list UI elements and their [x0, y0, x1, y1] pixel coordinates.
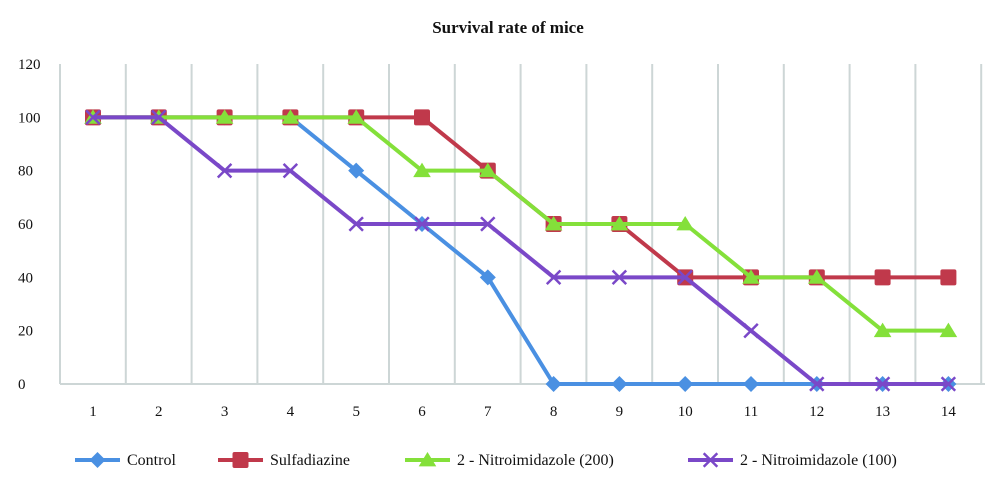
series-line: [93, 115, 949, 386]
data-point: [742, 269, 760, 284]
x-tick-label: 11: [744, 404, 758, 420]
y-tick-label: 0: [18, 377, 26, 393]
series-2-nitroimidazole-100: [85, 109, 957, 392]
chart-series: [84, 109, 958, 392]
y-tick-label: 100: [18, 110, 41, 126]
x-tick-label: 10: [678, 404, 693, 420]
data-point: [281, 109, 300, 124]
data-point: [940, 376, 957, 392]
data-point: [479, 162, 497, 178]
y-tick-label: 40: [18, 270, 33, 286]
x-tick-label: 1: [89, 404, 97, 420]
x-tick-label: 2: [155, 404, 163, 420]
data-point: [216, 162, 233, 179]
legend-label: Sulfadiazine: [270, 452, 350, 469]
x-tick-label: 13: [875, 404, 890, 420]
legend-marker: [418, 452, 437, 467]
data-point: [743, 322, 759, 339]
data-point: [808, 269, 826, 284]
x-tick-label: 14: [941, 404, 957, 420]
x-tick-label: 6: [418, 404, 426, 420]
data-point: [611, 269, 628, 286]
legend-marker: [232, 452, 249, 468]
data-point: [348, 216, 364, 232]
data-point: [413, 162, 431, 178]
legend-label: Control: [127, 452, 176, 469]
x-tick-label: 8: [550, 404, 558, 420]
data-point: [215, 109, 234, 124]
data-point: [940, 269, 957, 286]
data-point: [480, 216, 496, 232]
legend-item: 2 - Nitroimidazole (200): [405, 452, 614, 469]
data-point: [611, 376, 628, 392]
data-point: [414, 216, 430, 232]
legend-item: 2 - Nitroimidazole (100): [688, 452, 897, 469]
x-tick-label: 9: [616, 404, 624, 420]
data-point: [874, 376, 891, 392]
data-point: [939, 322, 958, 338]
x-axis-ticks: 1 2 3 4 5 6 7 8 9 10 11 12 13 14: [89, 404, 956, 420]
chart-title: Survival rate of mice: [432, 18, 584, 37]
data-point: [677, 269, 693, 286]
legend-label: 2 - Nitroimidazole (200): [457, 452, 614, 469]
data-point: [874, 269, 891, 286]
y-tick-label: 60: [18, 217, 33, 233]
data-point: [545, 269, 562, 286]
y-tick-label: 20: [18, 324, 33, 340]
data-point: [348, 162, 365, 179]
y-tick-label: 120: [18, 57, 41, 73]
y-tick-label: 80: [18, 164, 33, 180]
data-point: [479, 269, 496, 286]
legend-label: 2 - Nitroimidazole (100): [740, 452, 897, 469]
series-2-nitroimidazole-200: [84, 109, 958, 338]
legend-marker: [702, 452, 719, 468]
x-tick-label: 7: [484, 404, 492, 420]
data-point: [610, 216, 629, 231]
data-point: [85, 109, 101, 126]
data-point: [545, 376, 562, 392]
x-tick-label: 5: [352, 404, 360, 420]
data-point: [677, 376, 694, 392]
series-line: [93, 115, 949, 333]
legend-item: Control: [75, 452, 176, 469]
data-point: [544, 216, 563, 231]
x-tick-label: 12: [809, 404, 824, 420]
data-point: [347, 109, 365, 124]
legend-item: Sulfadiazine: [218, 452, 350, 469]
data-point: [676, 216, 694, 231]
chart-legend: Control Sulfadiazine 2 - Nitroimidazole (2…: [75, 452, 897, 469]
data-point: [873, 322, 892, 338]
x-tick-label: 3: [221, 404, 229, 420]
data-point: [282, 162, 299, 179]
x-tick-label: 4: [287, 404, 295, 420]
y-axis-ticks: 0 20 40 60 80 100 120: [18, 57, 41, 393]
data-point: [151, 109, 167, 126]
data-point: [743, 376, 759, 392]
legend-marker: [89, 452, 106, 468]
data-point: [414, 109, 430, 126]
data-point: [809, 376, 825, 392]
